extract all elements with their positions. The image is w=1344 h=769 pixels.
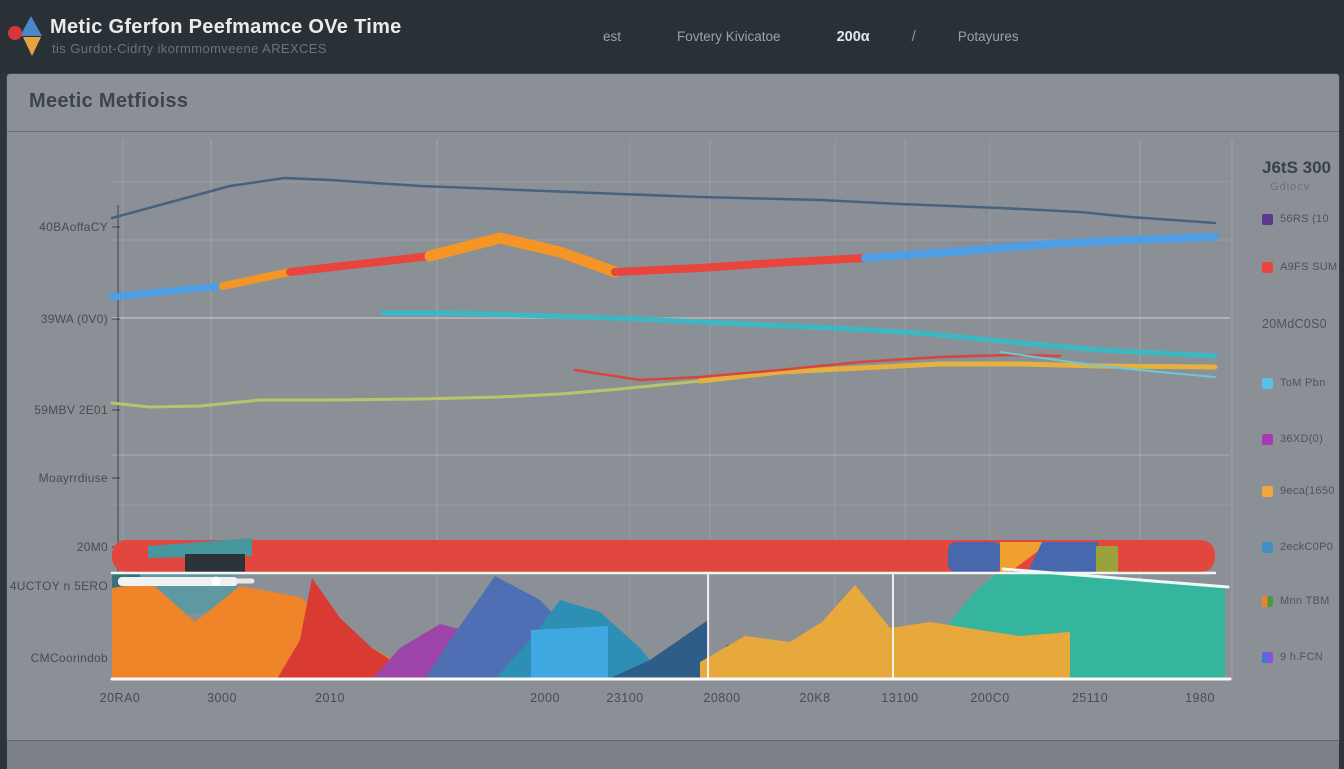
logo-triangle-down-icon xyxy=(23,37,41,56)
y-axis-label: 4UCTOY n 5ERO xyxy=(9,579,108,593)
app-logo-icon[interactable] xyxy=(8,14,46,60)
legend-label: 36XD(0) xyxy=(1280,433,1324,445)
legend-swatch-icon xyxy=(1262,433,1273,445)
legend-label: 9eca(1650 xyxy=(1280,485,1335,497)
series-navy-top-line xyxy=(110,176,1217,225)
legend-item[interactable]: Mnn TBM xyxy=(1262,595,1330,607)
legend-swatch-icon xyxy=(1262,213,1273,225)
legend-item[interactable]: A9FS SUM xyxy=(1262,261,1337,273)
series-teal-thin-line xyxy=(999,351,1216,378)
legend-label: A9FS SUM xyxy=(1280,261,1338,273)
y-axis-label: 39WA (0V0) xyxy=(40,312,108,326)
series-blue-segment-1 xyxy=(108,282,227,301)
series-golden-line xyxy=(697,361,1218,384)
bar-segment-teal xyxy=(148,538,252,558)
legend-item[interactable]: 36XD(0) xyxy=(1262,433,1323,445)
series-red-segment-2 xyxy=(611,254,869,276)
logo-triangle-up-icon xyxy=(20,16,42,36)
legend-swatch-icon xyxy=(1262,541,1273,553)
legend-item[interactable]: ToM Pbn xyxy=(1262,377,1326,389)
y-axis-label: 40BAoffaCY xyxy=(39,220,108,234)
x-axis-label: 1980 xyxy=(1185,691,1215,705)
series-red-segment-1 xyxy=(286,252,434,276)
teal-highlight xyxy=(1001,567,1230,589)
legend-swatch-icon xyxy=(1262,651,1273,663)
legend-item[interactable]: 20MdC0S0 xyxy=(1262,317,1327,331)
top-nav: est Fovtery Kivicatoe 200α / Potayures xyxy=(575,0,1047,73)
area-navy-wedge xyxy=(608,620,708,679)
series-yellow-green-line xyxy=(110,379,702,409)
nav-item[interactable]: Fovtery Kivicatoe xyxy=(677,29,781,44)
top-header: Metic Gferfon Peefmamce OVe Time tis Gur… xyxy=(0,0,1344,73)
legend-panel: J6tS 300 Gdiocv 56RS (10 A9FS SUM 20MdC0S0… xyxy=(1248,140,1340,700)
app-title: Metic Gferfon Peefmamce OVe Time xyxy=(50,16,402,38)
legend-subtitle: Gdiocv xyxy=(1270,181,1311,193)
nav-item[interactable]: Potayures xyxy=(957,29,1019,44)
legend-label: 9 h.FCN xyxy=(1280,651,1324,663)
series-blue-segment-2 xyxy=(861,233,1219,262)
nav-item[interactable]: est xyxy=(603,29,622,44)
scrollbar-track[interactable] xyxy=(118,577,238,586)
legend-label: 20MdC0S0 xyxy=(1262,317,1327,331)
bar-segment-blue-1 xyxy=(948,542,1002,572)
legend-swatch-icon xyxy=(1262,377,1273,389)
bar-segment-dark xyxy=(185,554,245,572)
app-subtitle: tis Gurdot-Cidrty ikormmomveene AREXCES xyxy=(52,41,327,56)
x-axis-label: 2000 xyxy=(530,691,560,705)
scrollbar-knob[interactable] xyxy=(211,576,221,586)
x-axis-label: 200C0 xyxy=(970,691,1010,705)
area-red-mass xyxy=(277,578,430,679)
y-axis-label: CMCoorindob xyxy=(30,651,108,665)
x-axis-label: 20RA0 xyxy=(99,691,141,705)
x-axis-label: 2010 xyxy=(315,691,345,705)
legend-label: 56RS (10 xyxy=(1280,213,1329,225)
y-axis-label: 59MBV 2E01 xyxy=(34,403,108,417)
legend-swatch-icon xyxy=(1262,261,1273,273)
y-axis-label: Moayrrdiuse xyxy=(38,471,108,485)
logo-circle-icon xyxy=(8,26,22,40)
series-teal-line xyxy=(380,310,1218,359)
nav-item[interactable]: 200α xyxy=(836,28,870,45)
x-axis-label: 3000 xyxy=(207,691,237,705)
bar-main xyxy=(112,540,1215,572)
y-axis-label: 20M0 xyxy=(76,540,108,554)
x-axis-label: 13100 xyxy=(881,691,919,705)
panel-title: Meetic Metfioiss xyxy=(29,90,189,112)
bar-segment-blue-2 xyxy=(1028,542,1098,572)
legend-item[interactable]: 2eckC0P0 xyxy=(1262,541,1333,553)
series-orange-peak xyxy=(424,232,621,278)
series-orange-segment-1 xyxy=(219,268,294,290)
x-axis-label: 25110 xyxy=(1071,691,1109,705)
legend-item[interactable]: 9 h.FCN xyxy=(1262,651,1323,663)
x-axis-label: 23100 xyxy=(606,691,644,705)
area-yellow-band xyxy=(700,585,1070,679)
series-red-thin-line xyxy=(573,353,1062,382)
legend-item[interactable]: 9eca(1650 xyxy=(1262,485,1335,497)
bar-segment-olive xyxy=(1096,546,1118,572)
bar-segment-orange xyxy=(1000,542,1050,572)
legend-swatch-icon xyxy=(1262,485,1273,497)
legend-title: J6tS 300 xyxy=(1262,158,1331,177)
x-axis-label: 20800 xyxy=(703,691,741,705)
legend-label: ToM Pbn xyxy=(1280,377,1326,389)
x-axis-label: 20K8 xyxy=(799,691,831,705)
nav-divider: / xyxy=(911,28,916,45)
legend-swatch-icon xyxy=(1262,595,1273,607)
area-sky-rect xyxy=(531,626,608,679)
legend-label: Mnn TBM xyxy=(1280,595,1330,607)
legend-item[interactable]: 56RS (10 xyxy=(1262,213,1329,225)
panel-header: Meetic Metfioiss xyxy=(7,74,1339,132)
panel-footer xyxy=(7,740,1339,769)
legend-label: 2eckC0P0 xyxy=(1280,541,1334,553)
